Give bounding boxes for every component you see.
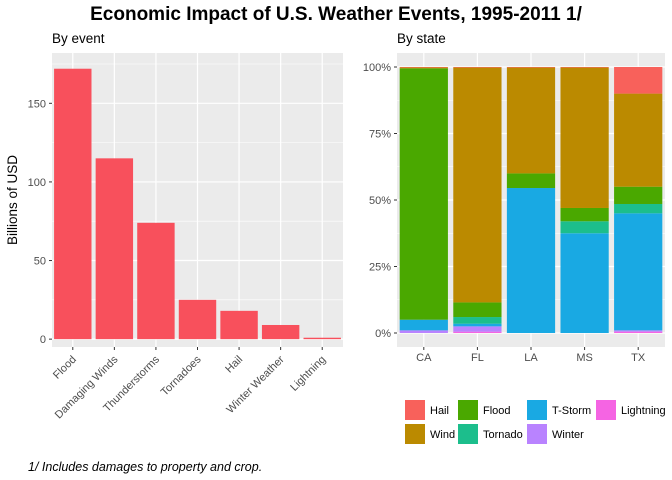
segment-ca-t-storm (399, 319, 448, 331)
right-y-tick-label: 50% (369, 195, 391, 207)
segment-tx-wind (614, 93, 663, 187)
right-stacked-bars (399, 67, 663, 333)
left-y-ticks: 0 50 100 150 (28, 98, 52, 346)
left-y-tick-label: 50 (34, 256, 46, 268)
right-subtitle: By state (397, 31, 446, 46)
right-x-tick-label: LA (524, 352, 538, 364)
segment-fl-t-storm (453, 323, 502, 327)
legend-swatch-t-storm (527, 400, 547, 420)
bar-thunderstorms (137, 222, 175, 340)
legend-label-flood: Flood (483, 405, 511, 417)
legend-label-t-storm: T-Storm (552, 405, 591, 417)
segment-ca-winter (399, 330, 448, 333)
right-x-tick-label: MS (576, 352, 593, 364)
left-x-tick-label: Lightning (288, 354, 328, 394)
left-bars (54, 68, 341, 340)
right-x-tick-label: TX (631, 352, 646, 364)
segment-ms-flood (560, 207, 609, 222)
segment-ms-hail (560, 67, 609, 68)
legend-swatch-wind (405, 424, 425, 444)
left-x-tick-label: Hail (223, 354, 245, 376)
legend-label-winter: Winter (552, 429, 584, 441)
segment-la-wind (506, 67, 556, 174)
bar-flood (54, 68, 92, 340)
left-x-tick-label: Tornadoes (159, 353, 204, 398)
segment-ms-tornado (560, 221, 609, 234)
left-y-tick-label: 150 (28, 98, 46, 110)
chart-title: Economic Impact of U.S. Weather Events, … (90, 4, 582, 25)
right-x-tick-label: CA (416, 352, 432, 364)
legend-swatch-hail (405, 400, 425, 420)
segment-ms-wind (560, 67, 609, 208)
legend-swatch-lightning (596, 400, 616, 420)
footnote: 1/ Includes damages to property and crop… (28, 460, 262, 474)
legend: Hail Flood T-Storm Lightning Wind Tornado Wint… (405, 400, 666, 444)
bar-damaging-winds (95, 158, 134, 340)
bar-tornadoes (178, 299, 217, 340)
right-x-tick-label: FL (471, 352, 484, 364)
right-y-ticks: 0% 25% 50% 75% 100% (363, 62, 397, 340)
right-y-tick-label: 100% (363, 62, 391, 74)
segment-fl-winter (453, 326, 502, 332)
segment-tx-winter (614, 330, 663, 332)
segment-fl-flood (453, 302, 502, 318)
segment-ca-flood (399, 68, 448, 320)
bar-lightning (303, 337, 341, 340)
segment-tx-t-storm (614, 213, 663, 331)
right-y-tick-label: 0% (375, 328, 391, 340)
left-y-tick-label: 0 (40, 334, 46, 346)
right-y-tick-label: 25% (369, 262, 391, 274)
right-chart: 0% 25% 50% 75% 100% CA FL LA MS TX (363, 53, 665, 364)
legend-swatch-winter (527, 424, 547, 444)
segment-tx-tornado (614, 203, 663, 214)
left-subtitle: By event (52, 31, 105, 46)
segment-ca-hail (399, 67, 448, 68)
left-y-axis-label: Billions of USD (5, 155, 20, 245)
segment-fl-hail (453, 67, 502, 68)
segment-la-hail (506, 67, 556, 68)
legend-label-hail: Hail (430, 405, 449, 417)
segment-tx-flood (614, 186, 663, 204)
legend-label-tornado: Tornado (483, 429, 523, 441)
segment-ca-wind (399, 67, 448, 69)
segment-fl-wind (453, 67, 502, 303)
bar-hail (220, 310, 258, 340)
legend-label-wind: Wind (430, 429, 455, 441)
segment-tx-hail (614, 67, 663, 94)
legend-swatch-tornado (458, 424, 478, 444)
segment-ms-t-storm (560, 233, 609, 333)
segment-la-flood (506, 173, 556, 189)
segment-fl-lightning (453, 331, 502, 333)
left-y-tick-label: 100 (28, 177, 46, 189)
segment-fl-tornado (453, 317, 502, 324)
segment-la-t-storm (506, 188, 556, 333)
legend-label-lightning: Lightning (621, 405, 666, 417)
legend-swatch-flood (458, 400, 478, 420)
right-y-tick-label: 75% (369, 129, 391, 141)
right-x-ticks: CA FL LA MS TX (416, 347, 646, 364)
left-x-tick-label: Flood (51, 354, 79, 382)
bar-winter-weather (261, 324, 300, 340)
segment-tx-lightning (614, 331, 663, 333)
